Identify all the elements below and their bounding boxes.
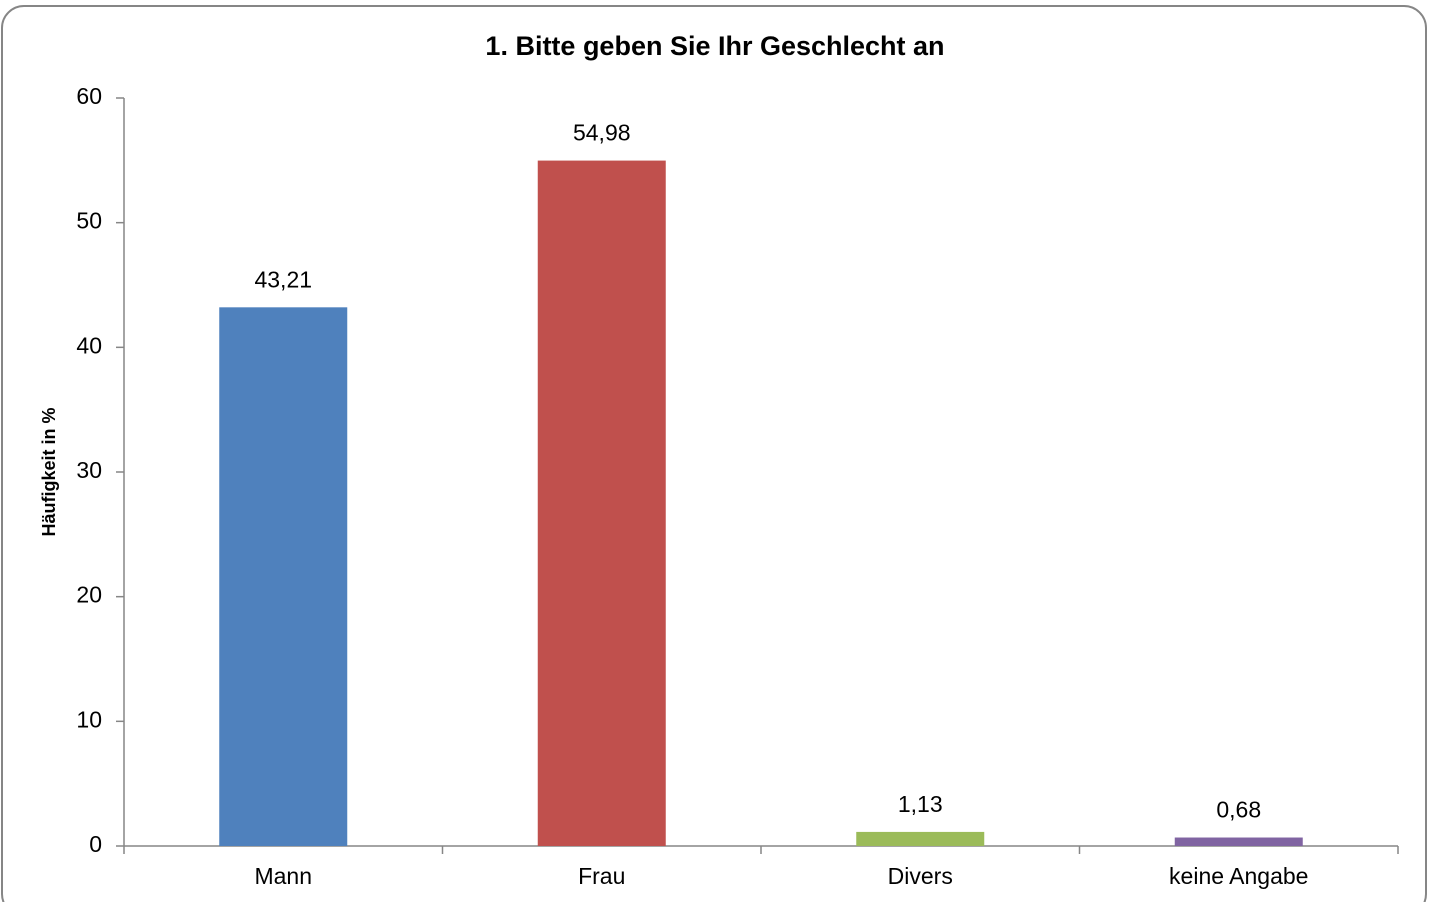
data-label: 43,21	[254, 266, 312, 292]
bar	[856, 831, 985, 846]
y-tick-label: 30	[76, 457, 102, 483]
data-label: 1,13	[898, 791, 943, 817]
data-label: 54,98	[573, 120, 631, 146]
x-tick-label: Mann	[254, 863, 312, 889]
bar	[537, 160, 666, 847]
y-axis-label: Häufigkeit in %	[39, 407, 59, 536]
y-tick-label: 60	[76, 83, 102, 109]
bar	[219, 307, 348, 847]
data-label: 0,68	[1216, 797, 1261, 823]
y-tick-label: 10	[76, 706, 102, 732]
y-tick-label: 20	[76, 582, 102, 608]
x-tick-label: Frau	[578, 863, 625, 889]
bar	[1174, 837, 1303, 846]
x-tick-label: keine Angabe	[1169, 863, 1308, 889]
y-tick-label: 50	[76, 208, 102, 234]
chart-title: 1. Bitte geben Sie Ihr Geschlecht an	[485, 31, 944, 61]
x-tick-label: Divers	[888, 863, 953, 889]
chart-frame	[1, 5, 1427, 902]
y-tick-label: 40	[76, 332, 102, 358]
y-tick-label: 0	[89, 831, 102, 857]
